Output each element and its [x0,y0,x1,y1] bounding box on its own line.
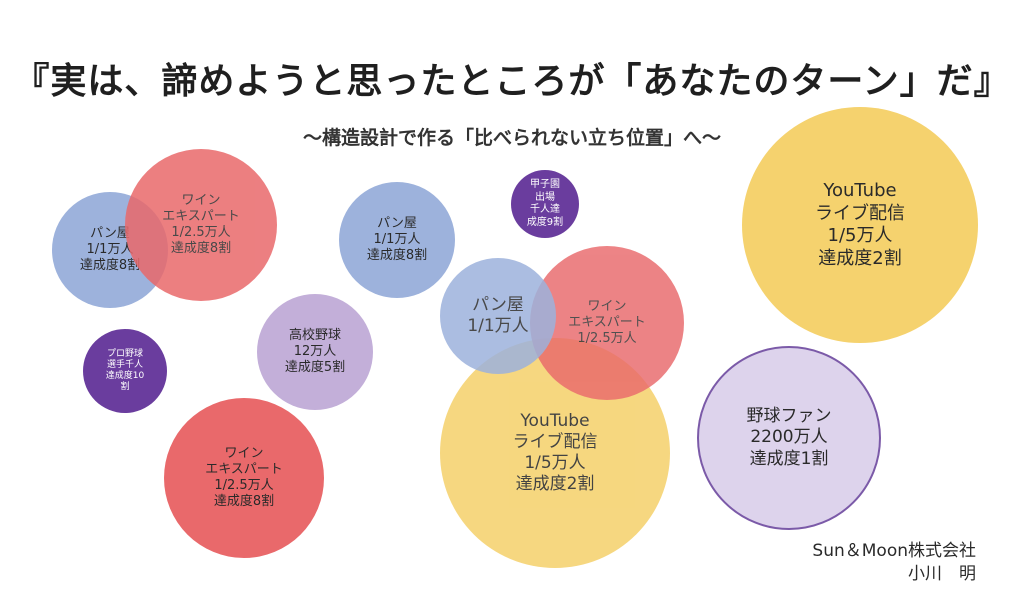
bubble-label: ワイン エキスパート 1/2.5万人 [568,298,646,347]
bubble-pan-middle: パン屋 1/1万人 達成度8割 [339,182,455,298]
bubble-label: 甲子園 出場 千人達 成度9割 [526,179,564,228]
bubble-label: パン屋 1/1万人 達成度8割 [79,225,141,274]
author-name: 小川 明 [908,563,976,584]
bubble-koshien: 甲子園 出場 千人達 成度9割 [511,170,579,238]
bubble-label: YouTube ライブ配信 1/5万人 達成度2割 [815,180,905,269]
bubble-wine-bottom-left: ワイン エキスパート 1/2.5万人 達成度8割 [164,398,324,558]
bubble-wine-center: ワイン エキスパート 1/2.5万人 [530,246,684,400]
bubble-label: パン屋 1/1万人 [467,294,529,336]
bubble-label: パン屋 1/1万人 達成度8割 [366,215,428,264]
page-subtitle: 〜構造設計で作る「比べられない立ち位置」へ〜 [302,127,721,149]
bubble-label: プロ野球 選手千人 達成度10 割 [105,348,145,393]
bubble-hs-baseball: 高校野球 12万人 達成度5割 [257,294,373,410]
bubble-label: 高校野球 12万人 達成度5割 [284,327,346,376]
bubble-pro-baseball: プロ野球 選手千人 達成度10 割 [83,329,167,413]
bubble-pan-center: パン屋 1/1万人 [440,258,556,374]
company-name: Sun＆Moon株式会社 [812,541,976,561]
bubble-label: ワイン エキスパート 1/2.5万人 達成度8割 [205,445,283,510]
bubble-wine-top-left: ワイン エキスパート 1/2.5万人 達成度8割 [125,149,277,301]
credit: Sun＆Moon株式会社 小川 明 [812,540,976,586]
bubble-youtube-right: YouTube ライブ配信 1/5万人 達成度2割 [742,107,978,343]
bubble-label: YouTube ライブ配信 1/5万人 達成度2割 [512,410,598,495]
bubble-label: 野球ファン 2200万人 達成度1割 [746,406,832,469]
page-title: 『実は、諦めようと思ったところが「あなたのターン」だ』 [13,61,1011,102]
bubble-label: ワイン エキスパート 1/2.5万人 達成度8割 [162,192,240,257]
bubble-baseball-fan: 野球ファン 2200万人 達成度1割 [697,346,881,530]
